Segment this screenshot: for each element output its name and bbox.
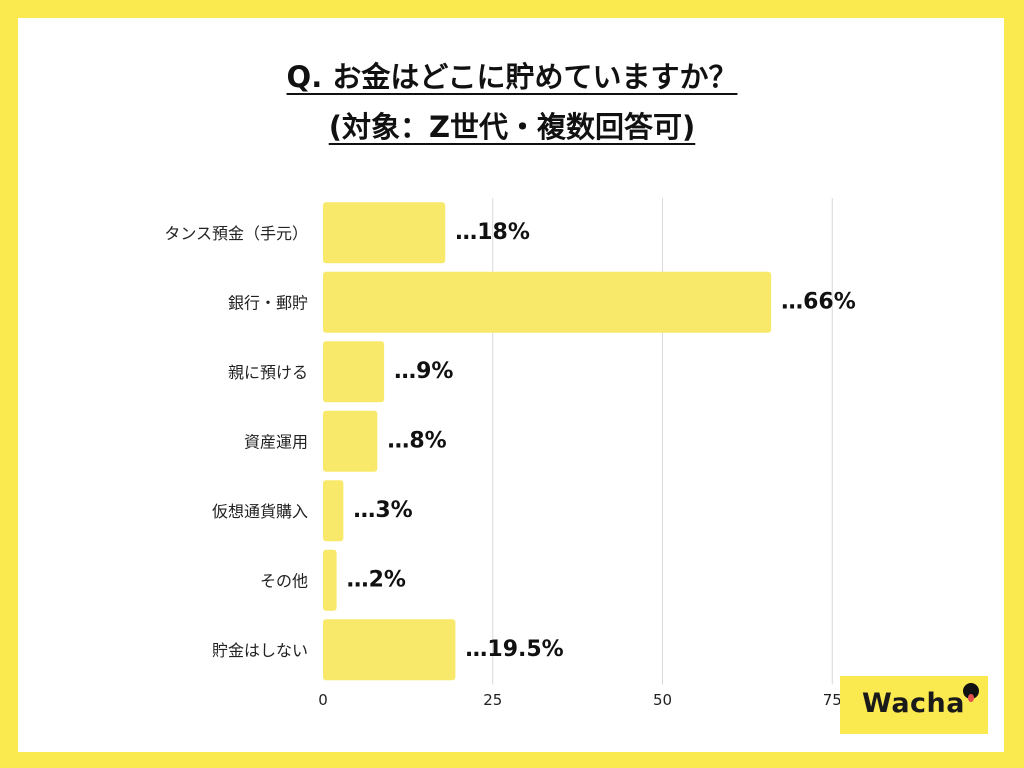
bar xyxy=(323,549,337,611)
brand-logo-text: Wacha xyxy=(862,688,965,719)
bar xyxy=(323,480,344,542)
data-label: …2% xyxy=(347,567,406,592)
category-label: 貯金はしない xyxy=(212,641,308,660)
title-line-1: Q. お金はどこに貯めていますか？ xyxy=(286,60,738,94)
bar xyxy=(323,619,456,681)
category-label: 銀行・郵貯 xyxy=(228,293,308,312)
title-line-2: (対象：Z世代・複数回答可) xyxy=(328,110,696,144)
bars xyxy=(323,202,772,681)
chart-card xyxy=(18,18,1004,752)
brand-logo: Wacha xyxy=(840,676,988,734)
category-label: 親に預ける xyxy=(228,363,308,382)
bar xyxy=(323,410,378,472)
x-tick-label: 75 xyxy=(823,691,842,709)
gridlines xyxy=(492,198,833,685)
bar xyxy=(323,271,772,333)
chart-title: Q. お金はどこに貯めていますか？ (対象：Z世代・複数回答可) xyxy=(0,52,1024,152)
data-label: …18% xyxy=(455,220,530,245)
x-axis-ticks: 0 25 50 75 xyxy=(318,691,842,709)
bar xyxy=(323,202,446,264)
category-label: 資産運用 xyxy=(244,432,308,451)
data-label: …3% xyxy=(353,498,412,523)
data-label: …19.5% xyxy=(465,637,563,662)
x-tick-label: 50 xyxy=(653,691,672,709)
category-label: タンス預金（手元） xyxy=(164,224,308,243)
x-tick-label: 25 xyxy=(483,691,502,709)
category-label: その他 xyxy=(260,571,308,590)
data-label: …8% xyxy=(387,428,446,453)
x-tick-label: 0 xyxy=(318,691,328,709)
category-label: 仮想通貨購入 xyxy=(212,502,308,521)
value-labels: …18% …66% …9% …8% …3% …2% …19.5% xyxy=(347,220,856,662)
mascot-icon xyxy=(963,683,979,702)
bar xyxy=(323,341,385,403)
data-label: …9% xyxy=(394,359,453,384)
data-label: …66% xyxy=(781,289,856,314)
